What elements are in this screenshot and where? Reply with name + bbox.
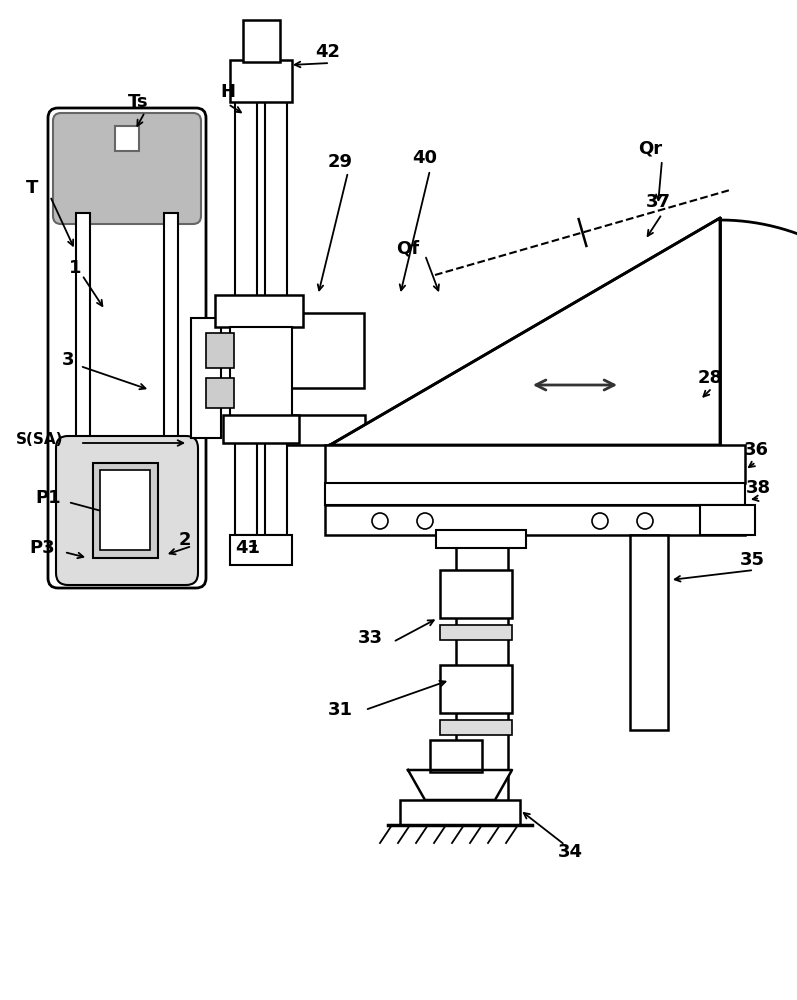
Bar <box>191 318 221 438</box>
Bar <box>436 530 526 548</box>
FancyBboxPatch shape <box>53 113 201 224</box>
Bar <box>115 126 139 151</box>
Text: Qf: Qf <box>396 239 419 257</box>
Bar <box>440 570 512 618</box>
Bar <box>700 505 755 535</box>
Bar <box>243 20 280 62</box>
Bar <box>223 415 299 443</box>
Text: 38: 38 <box>745 479 771 497</box>
Bar <box>325 483 745 505</box>
Bar <box>235 100 257 535</box>
Bar <box>164 213 178 508</box>
Bar <box>440 625 512 640</box>
Bar <box>325 505 745 535</box>
Text: 35: 35 <box>740 551 764 569</box>
Text: 33: 33 <box>358 629 383 647</box>
Text: 2: 2 <box>179 531 191 549</box>
Bar <box>456 535 508 805</box>
Bar <box>287 415 365 445</box>
Bar <box>100 470 150 550</box>
FancyBboxPatch shape <box>48 108 206 588</box>
Text: 34: 34 <box>557 843 583 861</box>
Bar <box>430 740 482 772</box>
Bar <box>400 800 520 825</box>
Text: 42: 42 <box>316 43 340 61</box>
Bar <box>93 463 158 558</box>
Text: 36: 36 <box>744 441 768 459</box>
Bar <box>325 445 745 483</box>
Text: Ts: Ts <box>128 93 148 111</box>
Circle shape <box>592 513 608 529</box>
Bar <box>76 213 90 508</box>
Text: 3: 3 <box>61 351 74 369</box>
Circle shape <box>637 513 653 529</box>
Text: P3: P3 <box>29 539 55 557</box>
FancyBboxPatch shape <box>56 436 198 585</box>
Bar <box>234 313 364 388</box>
Bar <box>265 100 287 535</box>
Bar <box>630 535 668 730</box>
Text: 41: 41 <box>235 539 261 557</box>
Bar <box>215 295 303 327</box>
Text: 40: 40 <box>413 149 438 167</box>
Text: T: T <box>26 179 38 197</box>
Circle shape <box>417 513 433 529</box>
Bar <box>440 720 512 735</box>
Polygon shape <box>330 218 720 445</box>
Text: 37: 37 <box>646 193 670 211</box>
Text: 31: 31 <box>328 701 352 719</box>
Text: 29: 29 <box>328 153 352 171</box>
Text: S(SA): S(SA) <box>16 432 64 448</box>
Text: P1: P1 <box>35 489 61 507</box>
Bar <box>440 665 512 713</box>
Circle shape <box>372 513 388 529</box>
Text: H: H <box>221 83 235 101</box>
Bar <box>230 60 292 102</box>
Bar <box>206 333 234 368</box>
Bar <box>206 378 234 408</box>
Text: 28: 28 <box>697 369 723 387</box>
Text: Qr: Qr <box>638 139 662 157</box>
Polygon shape <box>408 770 512 800</box>
Bar <box>230 327 292 417</box>
Bar <box>230 535 292 565</box>
Text: 1: 1 <box>69 259 81 277</box>
